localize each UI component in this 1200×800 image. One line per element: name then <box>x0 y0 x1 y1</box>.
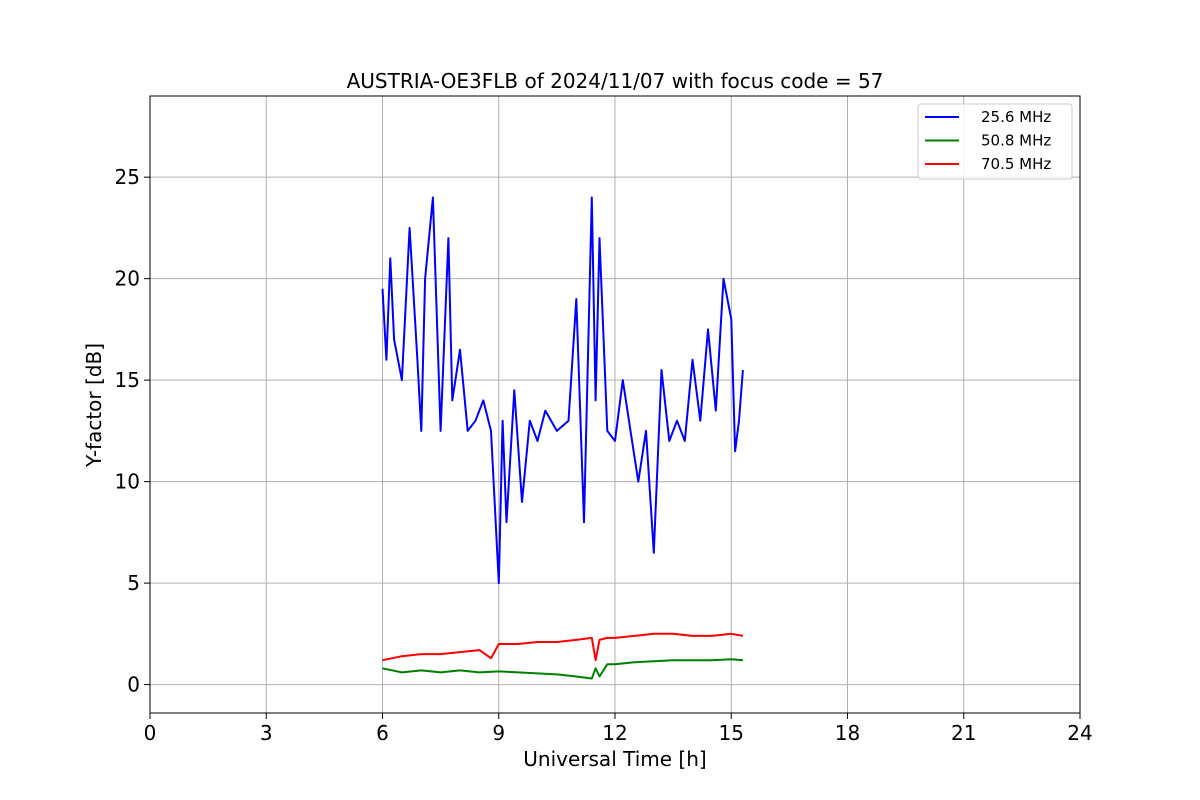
legend-label: 25.6 MHz <box>981 108 1051 126</box>
series-layer <box>381 196 744 680</box>
x-tick-label: 3 <box>260 721 273 745</box>
y-axis: 0 5 10 15 20 25 <box>115 165 150 697</box>
x-tick-label: 9 <box>492 721 505 745</box>
legend-label: 70.5 MHz <box>981 155 1051 173</box>
legend-box <box>917 103 1073 180</box>
series-line-3 <box>382 632 744 662</box>
x-tick-label: 21 <box>951 721 976 745</box>
series-line-2 <box>382 658 743 680</box>
y-tick-label: 10 <box>115 470 140 494</box>
y-tick-label: 20 <box>115 267 140 291</box>
x-tick-label: 18 <box>835 721 860 745</box>
y-tick-label: 0 <box>127 673 140 697</box>
x-tick-label: 12 <box>602 721 627 745</box>
x-tick-label: 24 <box>1067 721 1092 745</box>
x-tick-label: 6 <box>376 721 389 745</box>
y-tick-label: 25 <box>115 165 140 189</box>
x-axis: 0 3 6 9 12 15 18 21 24 <box>144 713 1093 745</box>
x-tick-label: 0 <box>144 721 157 745</box>
x-axis-label: Universal Time [h] <box>523 747 706 771</box>
y-tick-label: 15 <box>115 368 140 392</box>
chart-title: AUSTRIA-OE3FLB of 2024/11/07 with focus … <box>347 69 884 93</box>
y-axis-label: Y-factor [dB] <box>82 343 106 468</box>
y-tick-label: 5 <box>127 571 140 595</box>
series-line-1 <box>381 196 744 585</box>
legend: 25.6 MHz 50.8 MHz 70.5 MHz <box>917 103 1073 180</box>
x-tick-label: 15 <box>719 721 744 745</box>
legend-label: 50.8 MHz <box>981 132 1051 150</box>
